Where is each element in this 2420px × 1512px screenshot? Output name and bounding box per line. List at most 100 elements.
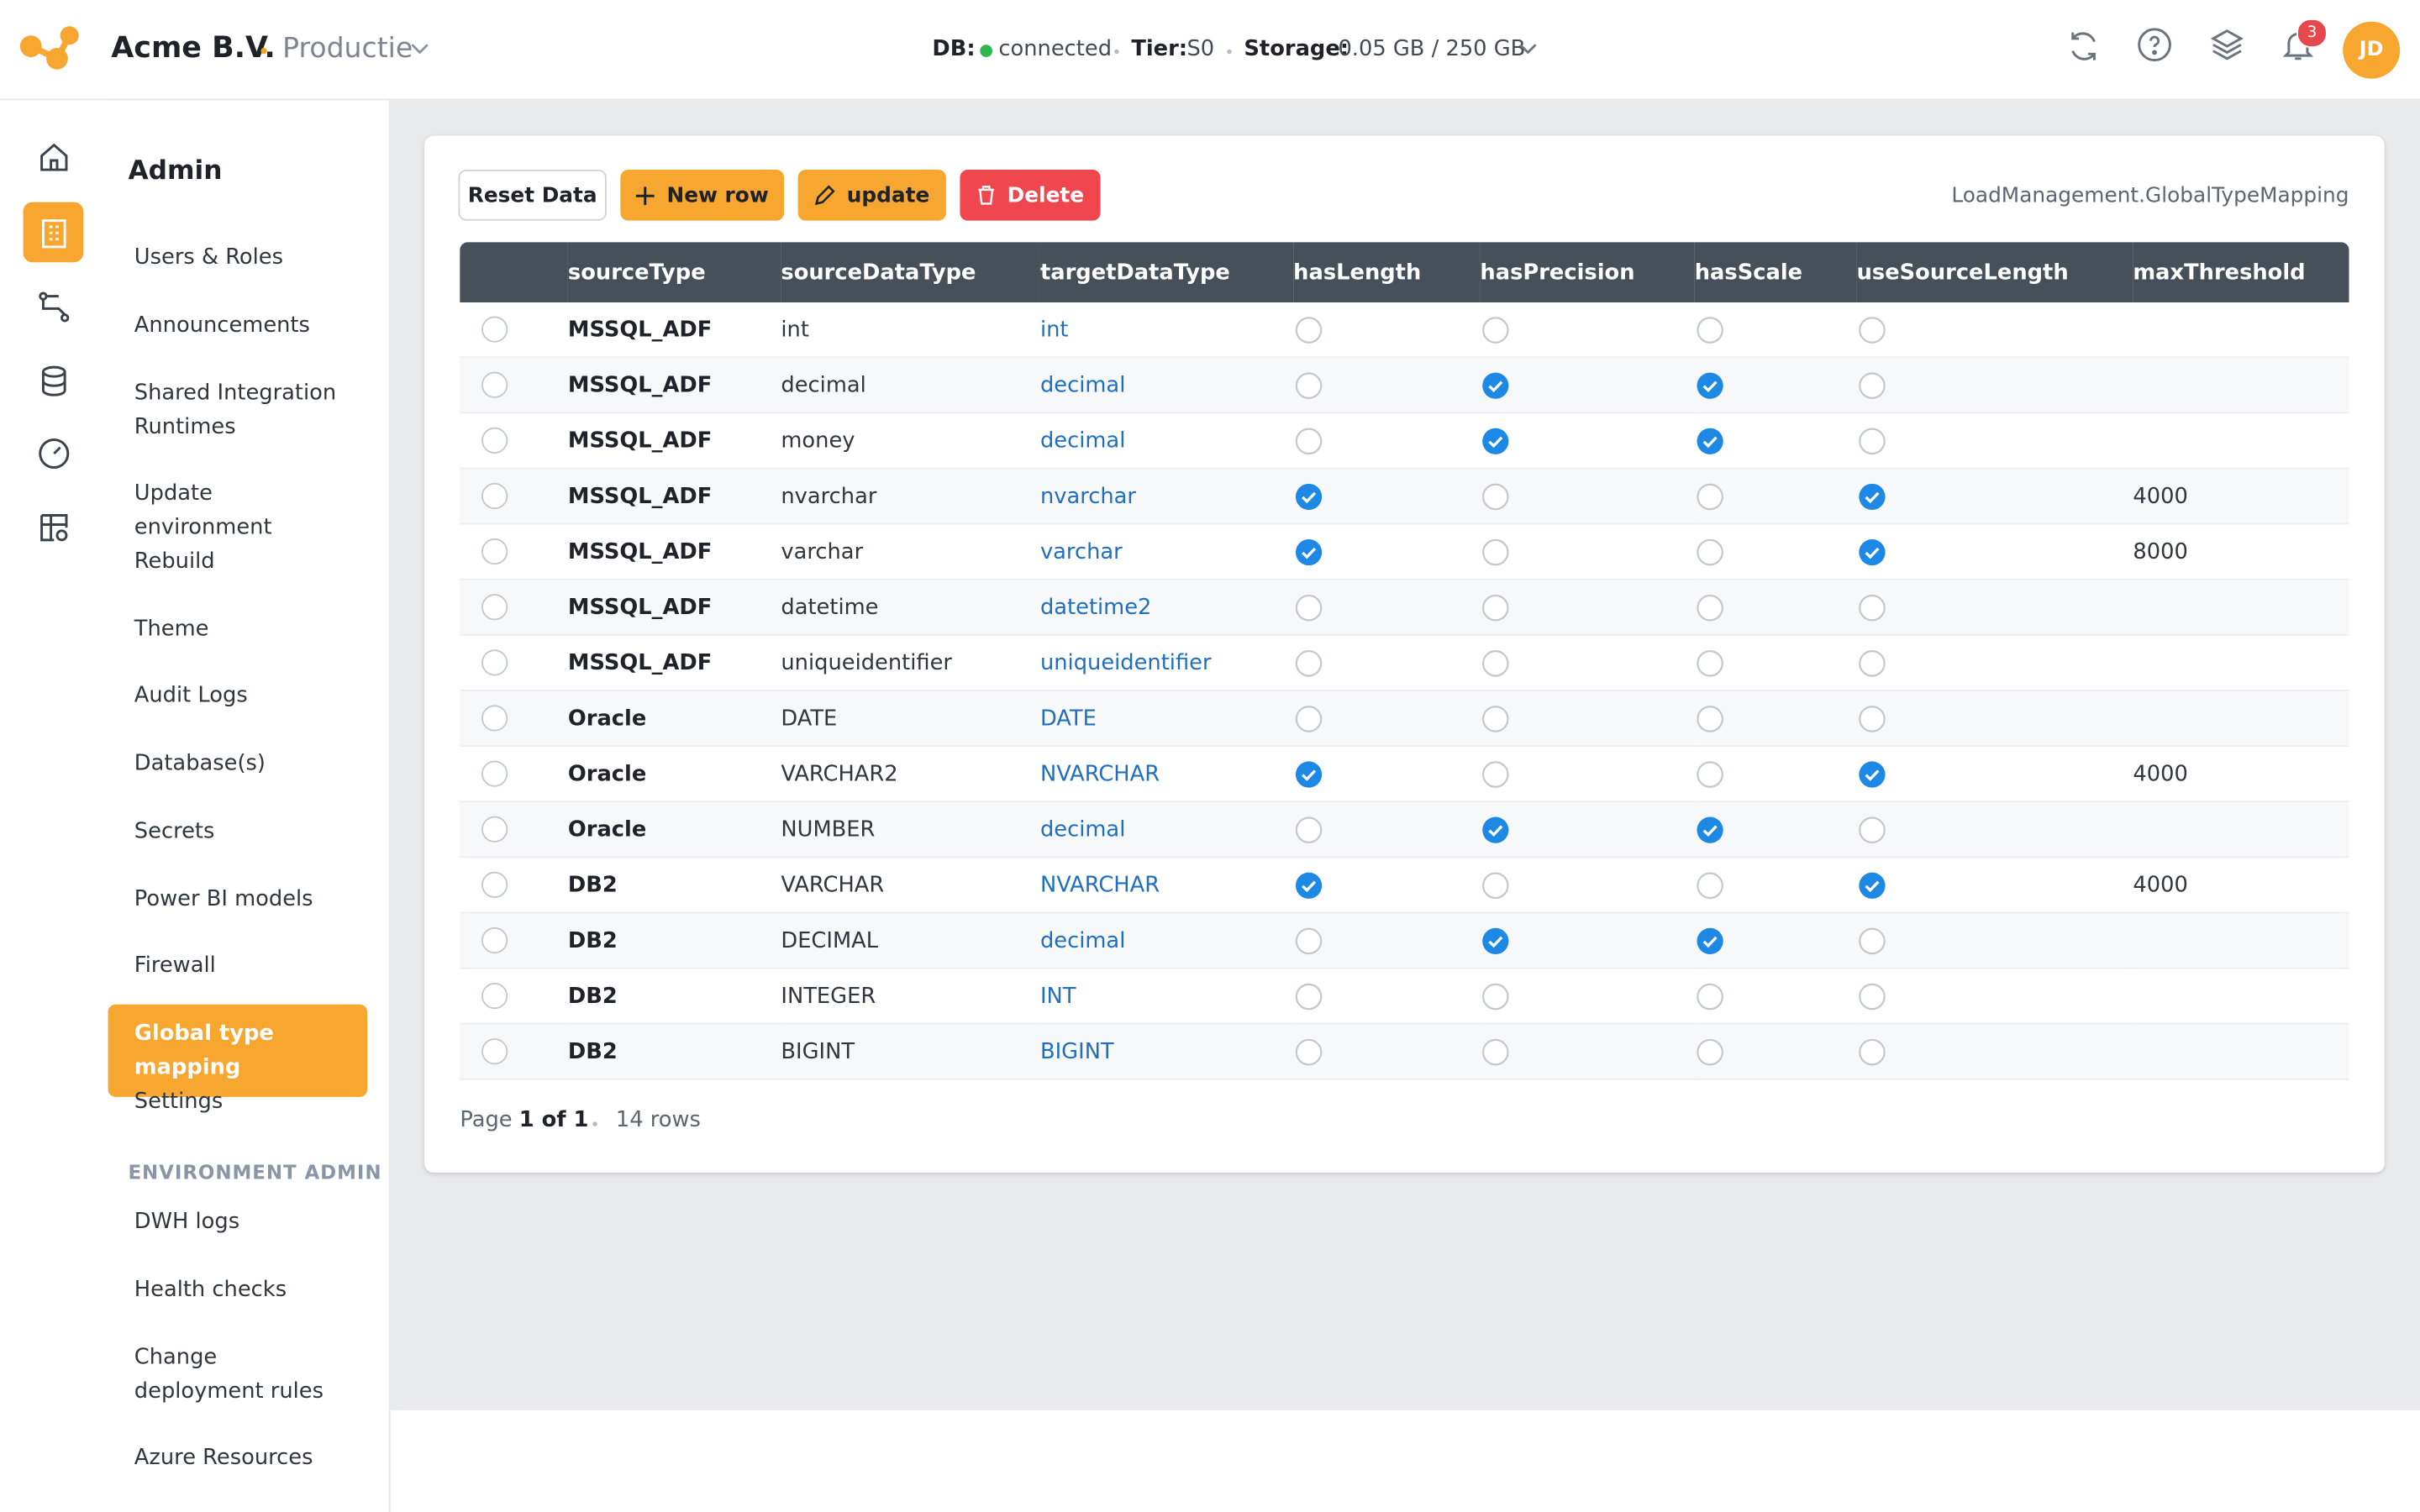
unchecked-icon[interactable] xyxy=(1858,371,1886,399)
unchecked-icon[interactable] xyxy=(1481,538,1509,565)
unchecked-icon[interactable] xyxy=(1295,593,1323,621)
checked-icon[interactable] xyxy=(1295,482,1323,510)
environment-select[interactable]: Productie xyxy=(282,32,413,66)
unchecked-icon[interactable] xyxy=(1295,648,1323,676)
unchecked-icon[interactable] xyxy=(1481,704,1509,732)
gauge-icon[interactable] xyxy=(37,437,71,470)
unchecked-icon[interactable] xyxy=(1697,871,1724,899)
row-radio[interactable] xyxy=(481,371,508,398)
active-icon-bg[interactable] xyxy=(23,202,84,263)
unchecked-icon[interactable] xyxy=(1697,593,1724,621)
row-radio[interactable] xyxy=(481,482,508,510)
unchecked-icon[interactable] xyxy=(1295,371,1323,399)
unchecked-icon[interactable] xyxy=(1858,316,1886,344)
avatar[interactable]: JD xyxy=(2343,21,2401,79)
menu-item[interactable]: Theme xyxy=(134,617,209,643)
menu-item[interactable]: Global type mapping xyxy=(108,1004,368,1097)
database-icon[interactable] xyxy=(37,364,71,397)
row-radio[interactable] xyxy=(481,927,508,954)
unchecked-icon[interactable] xyxy=(1295,927,1323,954)
refresh-icon[interactable] xyxy=(2065,28,2102,65)
unchecked-icon[interactable] xyxy=(1481,316,1509,344)
checked-icon[interactable] xyxy=(1697,816,1724,843)
unchecked-icon[interactable] xyxy=(1481,482,1509,510)
unchecked-icon[interactable] xyxy=(1697,316,1724,344)
chevron[interactable] xyxy=(1518,42,1537,57)
row-radio[interactable] xyxy=(481,705,508,732)
checked-icon[interactable] xyxy=(1858,760,1886,788)
row-radio[interactable] xyxy=(481,427,508,454)
unchecked-icon[interactable] xyxy=(1295,1037,1323,1065)
menu-item[interactable]: Audit Logs xyxy=(134,683,248,709)
menu-item[interactable]: Azure Resources xyxy=(134,1446,313,1471)
unchecked-icon[interactable] xyxy=(1697,538,1724,565)
menu-item[interactable]: Change deployment rules xyxy=(134,1345,324,1404)
unchecked-icon[interactable] xyxy=(1858,704,1886,732)
checked-icon[interactable] xyxy=(1481,927,1509,954)
menu-item[interactable]: Health checks xyxy=(134,1277,287,1303)
unchecked-icon[interactable] xyxy=(1295,427,1323,454)
checked-icon[interactable] xyxy=(1481,371,1509,399)
flow-icon[interactable] xyxy=(37,290,71,323)
unchecked-icon[interactable] xyxy=(1481,648,1509,676)
row-radio[interactable] xyxy=(481,871,508,898)
checked-icon[interactable] xyxy=(1858,538,1886,565)
row-radio[interactable] xyxy=(481,316,508,343)
layers-icon[interactable] xyxy=(2208,26,2245,63)
menu-item[interactable]: Announcements xyxy=(134,312,310,339)
column-header[interactable]: hasPrecision xyxy=(1480,242,1695,303)
checked-icon[interactable] xyxy=(1858,482,1886,510)
reset-button[interactable]: Reset Data xyxy=(458,170,607,221)
row-radio[interactable] xyxy=(481,983,508,1010)
row-radio[interactable] xyxy=(481,1038,508,1065)
menu-item[interactable]: Settings xyxy=(134,1089,224,1115)
unchecked-icon[interactable] xyxy=(1481,871,1509,899)
checked-icon[interactable] xyxy=(1697,371,1724,399)
menu-item[interactable]: Shared Integration Runtimes xyxy=(134,381,337,440)
unchecked-icon[interactable] xyxy=(1858,648,1886,676)
menu-item[interactable]: Firewall xyxy=(134,953,216,979)
unchecked-icon[interactable] xyxy=(1697,982,1724,1010)
row-radio[interactable] xyxy=(481,760,508,787)
new-row-button[interactable]: New row xyxy=(620,170,785,221)
row-radio[interactable] xyxy=(481,816,508,843)
unchecked-icon[interactable] xyxy=(1697,648,1724,676)
row-radio[interactable] xyxy=(481,594,508,621)
unchecked-icon[interactable] xyxy=(1697,1037,1724,1065)
menu-item[interactable]: Secrets xyxy=(134,819,215,844)
unchecked-icon[interactable] xyxy=(1481,593,1509,621)
checked-icon[interactable] xyxy=(1697,427,1724,454)
unchecked-icon[interactable] xyxy=(1481,1037,1509,1065)
unchecked-icon[interactable] xyxy=(1858,427,1886,454)
help-icon[interactable] xyxy=(2136,26,2173,63)
column-header[interactable]: hasScale xyxy=(1694,242,1857,303)
column-header[interactable]: maxThreshold xyxy=(2133,242,2349,303)
unchecked-icon[interactable] xyxy=(1858,927,1886,954)
chevron[interactable] xyxy=(411,42,429,57)
menu-item[interactable]: Database(s) xyxy=(134,751,266,776)
update-button[interactable]: update xyxy=(797,170,946,221)
unchecked-icon[interactable] xyxy=(1481,982,1509,1010)
unchecked-icon[interactable] xyxy=(1481,760,1509,788)
column-header[interactable]: targetDataType xyxy=(1039,242,1294,303)
unchecked-icon[interactable] xyxy=(1295,982,1323,1010)
unchecked-icon[interactable] xyxy=(1295,704,1323,732)
column-header[interactable]: useSourceLength xyxy=(1856,242,2133,303)
unchecked-icon[interactable] xyxy=(1295,816,1323,843)
unchecked-icon[interactable] xyxy=(1697,482,1724,510)
admin-icon[interactable] xyxy=(37,216,71,249)
column-header[interactable]: hasLength xyxy=(1293,242,1481,303)
delete-button[interactable]: Delete xyxy=(960,170,1101,221)
checked-icon[interactable] xyxy=(1295,760,1323,788)
row-radio[interactable] xyxy=(481,538,508,565)
checked-icon[interactable] xyxy=(1295,871,1323,899)
menu-item[interactable]: Users & Roles xyxy=(134,245,284,270)
table-settings-icon[interactable] xyxy=(37,511,71,544)
unchecked-icon[interactable] xyxy=(1858,1037,1886,1065)
unchecked-icon[interactable] xyxy=(1858,816,1886,843)
unchecked-icon[interactable] xyxy=(1295,316,1323,344)
column-header[interactable]: sourceType xyxy=(567,242,781,303)
checked-icon[interactable] xyxy=(1481,427,1509,454)
unchecked-icon[interactable] xyxy=(1858,982,1886,1010)
menu-item[interactable]: Rebuild xyxy=(134,549,215,575)
